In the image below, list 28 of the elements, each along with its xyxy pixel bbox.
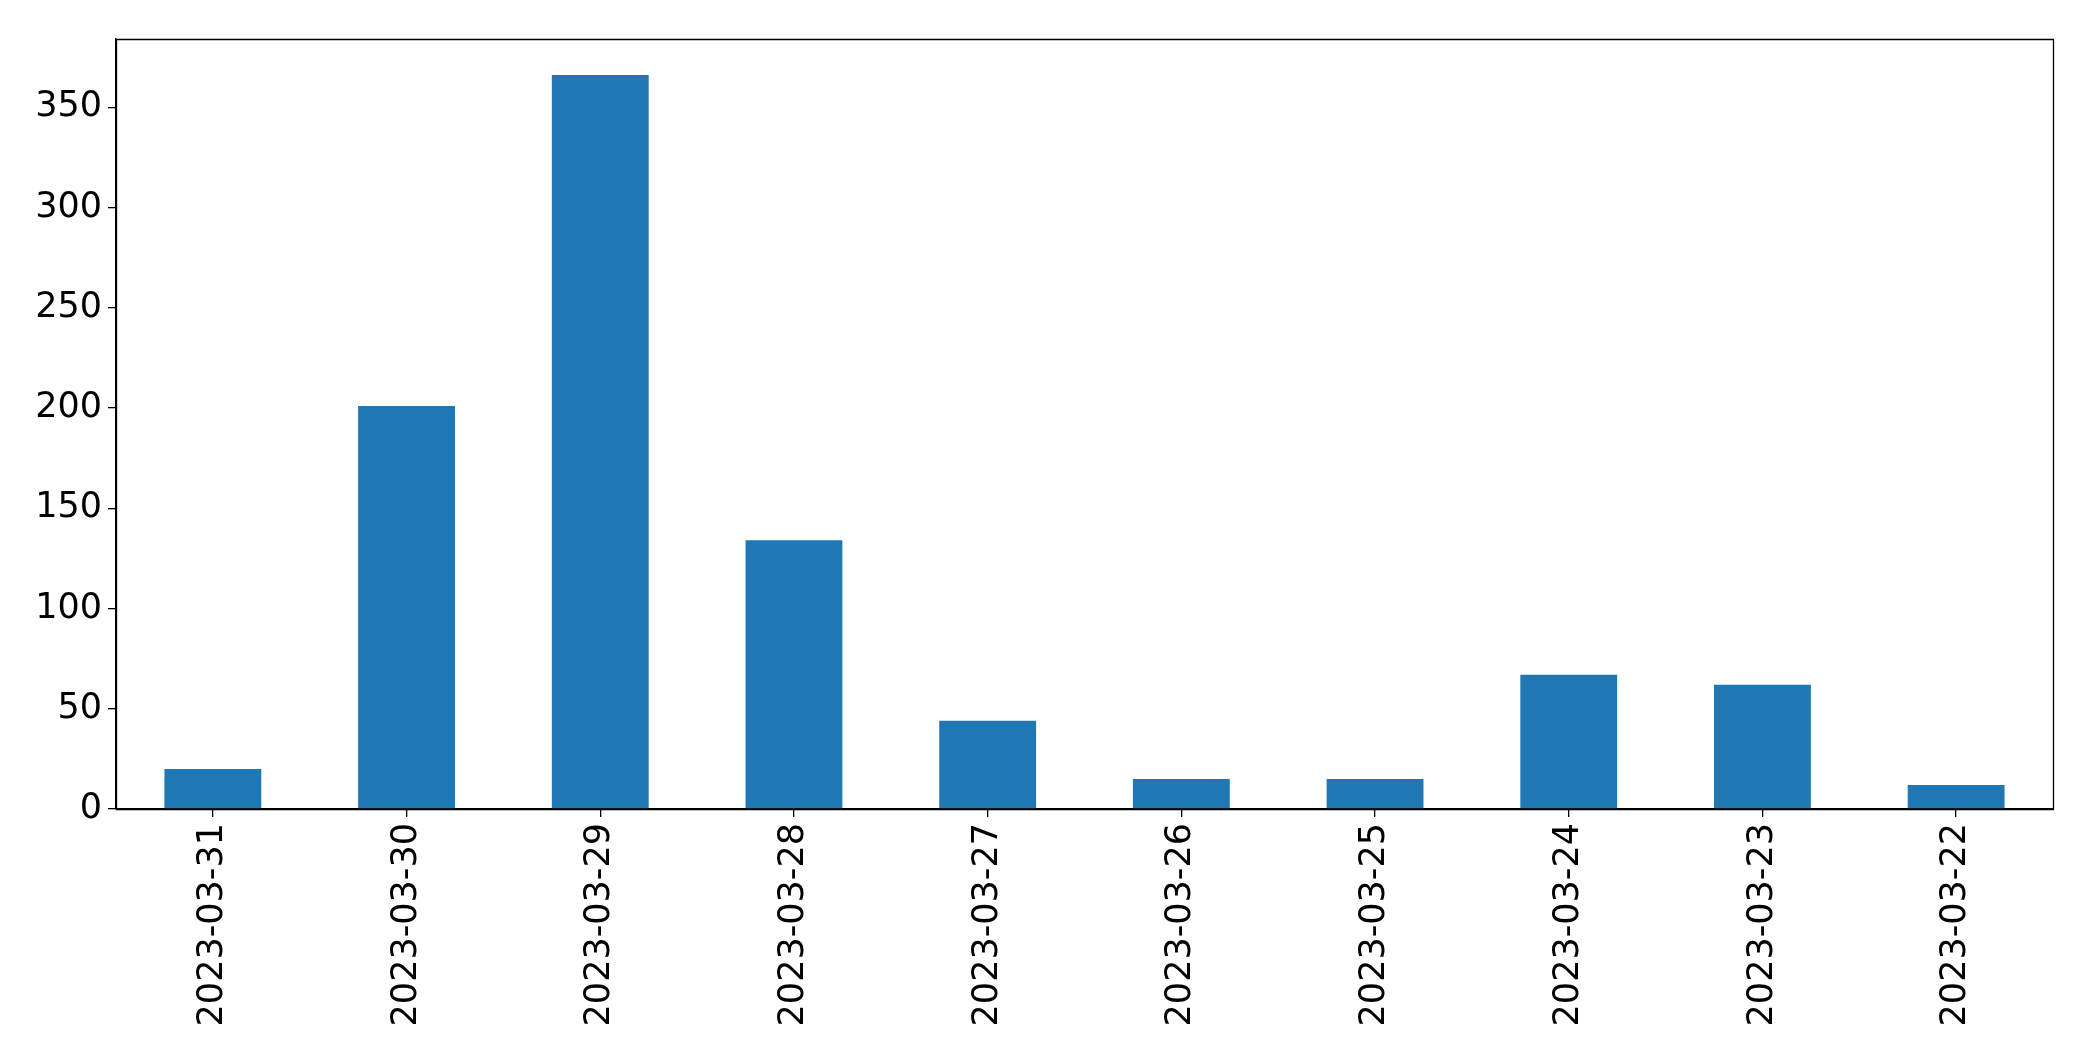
y-tick-label: 150: [35, 485, 102, 526]
y-tick-label: 50: [57, 685, 102, 726]
x-tick-label: 2023-03-31: [189, 823, 230, 1027]
bar: [745, 540, 843, 809]
x-tick-label: 2023-03-24: [1545, 823, 1586, 1027]
bar: [1132, 778, 1230, 809]
bar: [1326, 778, 1424, 809]
x-tick-label: 2023-03-27: [964, 823, 1005, 1027]
bar: [939, 720, 1037, 809]
bar: [164, 768, 262, 809]
x-tick-label: 2023-03-26: [1158, 823, 1199, 1027]
x-tick-label: 2023-03-25: [1352, 823, 1393, 1027]
bar: [551, 75, 649, 809]
y-tick-label: 0: [79, 786, 102, 827]
y-tick-label: 100: [35, 585, 102, 626]
x-tick-label: 2023-03-30: [383, 823, 424, 1027]
y-tick-label: 200: [35, 385, 102, 426]
x-tick-label: 2023-03-22: [1933, 823, 1974, 1027]
y-tick-label: 300: [35, 184, 102, 225]
bar: [1907, 784, 2005, 809]
y-tick-label: 250: [35, 284, 102, 325]
bar: [1520, 674, 1618, 809]
y-tick-label: 350: [35, 84, 102, 125]
bar: [1714, 684, 1811, 809]
x-tick-label: 2023-03-23: [1739, 823, 1780, 1027]
x-tick-label: 2023-03-29: [577, 823, 618, 1027]
x-tick-label: 2023-03-28: [771, 823, 812, 1027]
bar: [358, 405, 455, 809]
